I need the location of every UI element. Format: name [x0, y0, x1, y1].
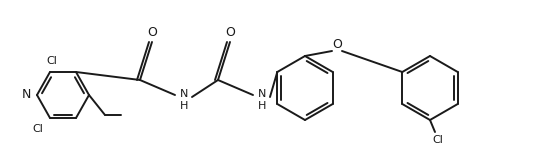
Text: Cl: Cl — [432, 135, 443, 145]
Text: Cl: Cl — [33, 124, 44, 134]
Text: Cl: Cl — [47, 56, 58, 66]
Text: O: O — [147, 27, 157, 40]
Text: O: O — [332, 39, 342, 52]
Text: N
H: N H — [258, 89, 266, 111]
Text: N
H: N H — [180, 89, 188, 111]
Text: N: N — [22, 88, 31, 101]
Text: O: O — [225, 27, 235, 40]
